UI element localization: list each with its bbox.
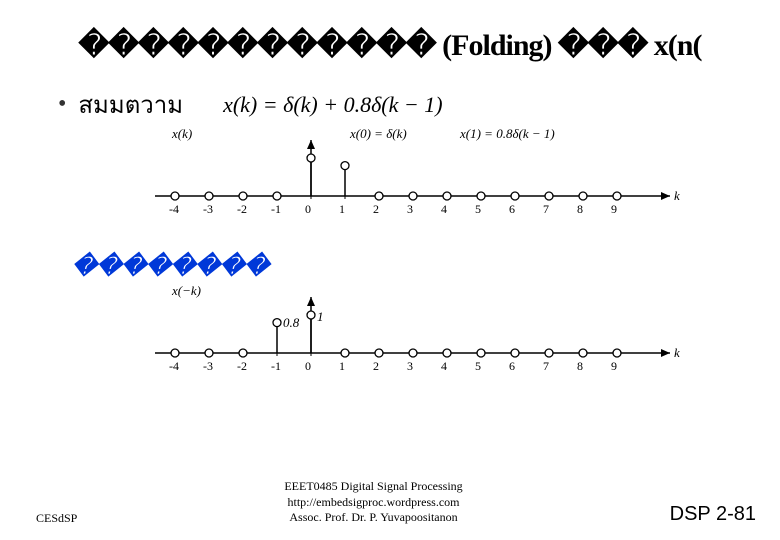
axis-label-k: k — [674, 345, 680, 361]
tick-label: 0 — [305, 359, 311, 374]
tick-label: 4 — [441, 359, 447, 374]
stem-annotation: x(0) = δ(k) — [350, 126, 407, 142]
value-label: 0.8 — [283, 315, 299, 331]
tick-label: 9 — [611, 359, 617, 374]
tick-label: 9 — [611, 202, 617, 217]
bullet-text: สมมตวาม — [78, 85, 183, 124]
value-label: 1 — [317, 309, 324, 325]
flipped-label: �������� — [72, 252, 780, 281]
tick-label: -3 — [203, 359, 213, 374]
axis-label-k: k — [674, 188, 680, 204]
footer-right: DSP 2-81 — [670, 503, 756, 526]
footer: CESdSP EEET0485 Digital Signal Processin… — [0, 479, 780, 530]
footer-left: CESdSP — [36, 511, 77, 526]
tick-label: -2 — [237, 359, 247, 374]
tick-label: 1 — [339, 359, 345, 374]
tick-label: -3 — [203, 202, 213, 217]
tick-label: 1 — [339, 202, 345, 217]
tick-label: 3 — [407, 202, 413, 217]
footer-center-line1: EEET0485 Digital Signal Processing — [284, 479, 462, 495]
stem-chart-xk: x(k) k -4 -3 -2 -1 0 1 2 3 4 5 6 7 8 9 x(0) = δ(k) x(1) =… — [130, 124, 690, 244]
footer-center: EEET0485 Digital Signal Processing http:… — [284, 479, 462, 526]
tick-label: 7 — [543, 202, 549, 217]
formula-main: x(k) = δ(k) + 0.8δ(k − 1) — [223, 92, 443, 118]
tick-label: 2 — [373, 359, 379, 374]
bullet-dot: • — [58, 91, 66, 118]
axis-label-xk: x(−k) — [172, 283, 201, 299]
stem-chart-x-neg-k: x(−k) k -4 -3 -2 -1 0 1 2 3 4 5 6 7 8 9 1 0.8 — [130, 281, 690, 411]
tick-label: -1 — [271, 359, 281, 374]
tick-label: 3 — [407, 359, 413, 374]
tick-label: 8 — [577, 202, 583, 217]
tick-label: 6 — [509, 202, 515, 217]
slide-title: ������������ (Folding) ��� x(n( — [0, 0, 780, 63]
axis-label-xk: x(k) — [172, 126, 192, 142]
tick-label: -2 — [237, 202, 247, 217]
footer-center-line3: Assoc. Prof. Dr. P. Yuvapoositanon — [284, 510, 462, 526]
tick-label: 0 — [305, 202, 311, 217]
tick-label: 5 — [475, 359, 481, 374]
tick-label: -4 — [169, 202, 179, 217]
tick-label: 6 — [509, 359, 515, 374]
tick-label: 8 — [577, 359, 583, 374]
tick-label: 5 — [475, 202, 481, 217]
tick-label: 4 — [441, 202, 447, 217]
tick-label: -1 — [271, 202, 281, 217]
tick-label: 7 — [543, 359, 549, 374]
footer-center-line2: http://embedsigproc.wordpress.com — [284, 495, 462, 511]
stem-annotation: x(1) = 0.8δ(k − 1) — [460, 126, 555, 142]
tick-label: -4 — [169, 359, 179, 374]
bullet-row: • สมมตวาม x(k) = δ(k) + 0.8δ(k − 1) — [58, 85, 780, 124]
tick-label: 2 — [373, 202, 379, 217]
